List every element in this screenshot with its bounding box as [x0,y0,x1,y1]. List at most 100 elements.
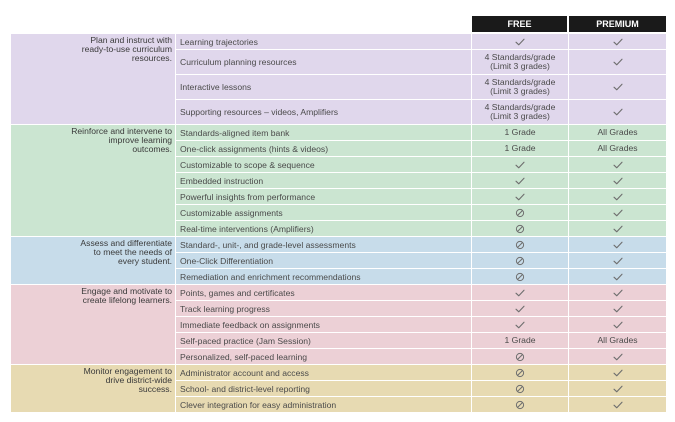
check-icon [612,352,624,362]
table-row: Engage and motivate to create lifelong l… [10,284,667,365]
premium-included-cell [568,74,667,100]
check-icon [612,57,624,67]
table-row: Remediation and enrichment recommendatio… [11,268,667,285]
feature-name: School- and district-level reporting [175,380,472,397]
check-icon [612,304,624,314]
check-icon [612,192,624,202]
premium-included-cell [568,252,667,269]
check-icon [612,160,624,170]
free-not-included-cell [471,348,569,365]
premium-included-cell [568,300,667,317]
table-row: Clever integration for easy administrati… [11,396,667,413]
feature-name: One-click assignments (hints & videos) [175,140,472,157]
check-icon [612,288,624,298]
table-row: Plan and instruct with ready-to-use curr… [10,33,667,125]
free-not-included-cell [471,204,569,221]
feature-name: Embedded instruction [175,172,472,189]
table-row: Personalized, self-paced learning [11,348,667,365]
table-row: Self-paced practice (Jam Session) 1 Grade… [11,332,667,349]
feature-name: One-Click Differentiation [175,252,472,269]
table-row: One-Click Differentiation [11,252,667,269]
feature-name: Powerful insights from performance [175,188,472,205]
table-row: Embedded instruction [11,172,667,189]
premium-included-cell [568,396,667,413]
free-included-cell [471,33,569,50]
free-value-cell: 1 Grade [471,140,569,157]
not-available-icon [514,224,526,234]
premium-included-cell [568,220,667,237]
check-icon [612,107,624,117]
not-available-icon [514,272,526,282]
table-row: Assess and differentiate to meet the nee… [10,236,667,285]
free-value-cell: 4 Standards/grade (Limit 3 grades) [471,74,569,100]
not-available-icon [514,368,526,378]
free-included-cell [471,316,569,333]
not-available-icon [514,256,526,266]
check-icon [612,208,624,218]
check-icon [514,160,526,170]
premium-included-cell [568,284,667,301]
table-row: Reinforce and intervene to improve learn… [10,124,667,237]
premium-included-cell [568,364,667,381]
free-not-included-cell [471,396,569,413]
premium-included-cell [568,99,667,125]
free-value-cell: 4 Standards/grade (Limit 3 grades) [471,49,569,75]
premium-included-cell [568,204,667,221]
free-included-cell [471,172,569,189]
check-icon [514,192,526,202]
premium-included-cell [568,380,667,397]
section-label: Assess and differentiate to meet the nee… [10,236,176,285]
free-included-cell [471,284,569,301]
premium-included-cell [568,172,667,189]
free-value-cell: 1 Grade [471,124,569,141]
feature-name: Learning trajectories [175,33,472,50]
feature-name: Clever integration for easy administrati… [175,396,472,413]
section-label: Reinforce and intervene to improve learn… [10,124,176,237]
table-row: Immediate feedback on assignments [11,316,667,333]
feature-name: Curriculum planning resources [175,49,472,75]
table-row: Supporting resources – videos, Amplifier… [11,99,667,125]
section-label: Engage and motivate to create lifelong l… [10,284,176,365]
free-value-cell: 1 Grade [471,332,569,349]
check-icon [612,256,624,266]
free-value-cell: 4 Standards/grade (Limit 3 grades) [471,99,569,125]
feature-name: Track learning progress [175,300,472,317]
table-row: Customizable to scope & sequence [11,156,667,173]
premium-column-header: PREMIUM [569,16,666,32]
feature-name: Remediation and enrichment recommendatio… [175,268,472,285]
section-label: Plan and instruct with ready-to-use curr… [10,33,176,125]
check-icon [612,320,624,330]
check-icon [612,82,624,92]
check-icon [514,37,526,47]
free-not-included-cell [471,364,569,381]
check-icon [612,272,624,282]
feature-name: Administrator account and access [175,364,472,381]
premium-included-cell [568,236,667,253]
free-not-included-cell [471,220,569,237]
free-column-header: FREE [472,16,567,32]
check-icon [612,240,624,250]
check-icon [612,176,624,186]
check-icon [612,368,624,378]
not-available-icon [514,384,526,394]
premium-included-cell [568,156,667,173]
premium-value-cell: All Grades [568,140,667,157]
check-icon [612,224,624,234]
premium-included-cell [568,316,667,333]
check-icon [514,176,526,186]
premium-included-cell [568,268,667,285]
premium-value-cell: All Grades [568,124,667,141]
free-not-included-cell [471,236,569,253]
table-row: Interactive lessons 4 Standards/grade (Lim… [11,74,667,100]
free-not-included-cell [471,380,569,397]
free-included-cell [471,156,569,173]
not-available-icon [514,240,526,250]
feature-name: Self-paced practice (Jam Session) [175,332,472,349]
feature-name: Standards-aligned item bank [175,124,472,141]
not-available-icon [514,400,526,410]
check-icon [514,304,526,314]
premium-included-cell [568,33,667,50]
not-available-icon [514,352,526,362]
premium-included-cell [568,188,667,205]
check-icon [612,37,624,47]
